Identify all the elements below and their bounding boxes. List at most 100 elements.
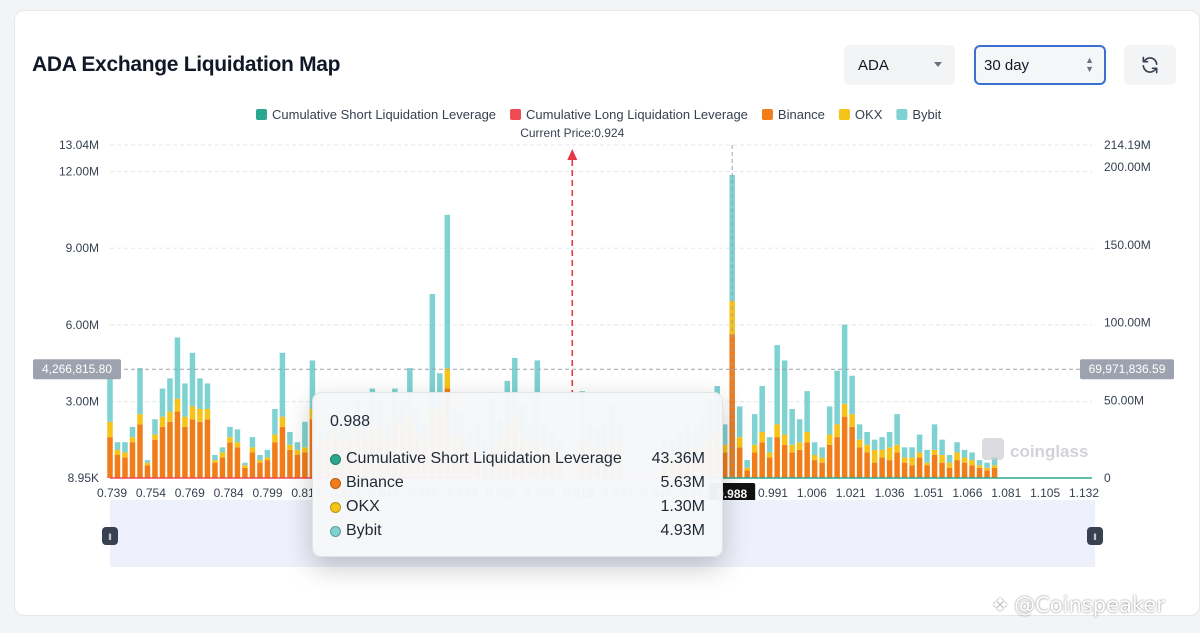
y-left-tick-label: 12.00M: [59, 165, 99, 179]
bybit-bar: [916, 434, 923, 453]
coin-select[interactable]: ADA: [844, 45, 955, 85]
okx-bar: [766, 452, 773, 458]
binance-bar: [954, 460, 960, 478]
binance-bar: [242, 467, 248, 478]
okx-bar: [916, 452, 923, 458]
x-tick-label: 0.739: [97, 486, 127, 500]
okx-bar: [886, 447, 893, 461]
okx-bar: [212, 460, 218, 463]
refresh-button[interactable]: [1124, 45, 1176, 85]
bybit-bar: [302, 421, 308, 448]
tooltip-row-label: Bybit: [346, 522, 382, 539]
binance-bar: [144, 465, 151, 478]
tooltip-price: 0.988: [330, 413, 371, 430]
okx-bar: [137, 414, 143, 425]
bybit-bar: [991, 457, 998, 466]
bybit-bar: [197, 378, 203, 410]
y-right-tick-label: 100.00M: [1104, 316, 1151, 330]
legend-item[interactable]: Cumulative Long Liquidation Leverage: [526, 107, 748, 122]
legend-item[interactable]: Cumulative Short Liquidation Leverage: [272, 107, 496, 122]
okx-bar: [721, 444, 728, 453]
binance-bar: [234, 447, 241, 478]
okx-bar: [249, 447, 256, 453]
tooltip-row-value: 43.36M: [651, 450, 705, 467]
crosshair-left-label: 4,266,815.80: [42, 362, 112, 376]
binance-bar: [287, 449, 293, 478]
okx-bar: [984, 467, 990, 471]
legend-item[interactable]: OKX: [855, 107, 883, 122]
binance-bar: [272, 442, 278, 478]
y-right-tick-label: 150.00M: [1104, 238, 1151, 252]
x-tick-label: 1.066: [952, 486, 982, 500]
bybit-bar: [272, 409, 278, 435]
okx-bar: [759, 432, 765, 443]
y-left-tick-label: 9.00M: [66, 241, 99, 255]
binance-bar: [886, 460, 893, 478]
binance-bar: [227, 442, 233, 478]
x-tick-label: 0.754: [136, 486, 166, 500]
period-select[interactable]: 30 day ▲ ▼: [974, 45, 1106, 85]
x-tick-label: 1.051: [913, 486, 943, 500]
x-tick-label: 0.769: [175, 486, 205, 500]
legend-item[interactable]: Binance: [778, 107, 825, 122]
binance-bar: [264, 460, 271, 478]
binance-bar: [924, 465, 930, 478]
pause-icon: ‖: [108, 532, 112, 542]
bybit-bar: [939, 439, 945, 456]
binance-bar: [182, 426, 188, 478]
updown-arrows-icon: ▲ ▼: [1085, 55, 1094, 74]
bybit-bar: [107, 368, 113, 422]
bybit-bar: [826, 406, 833, 435]
okx-bar: [834, 424, 840, 438]
okx-bar: [729, 300, 735, 335]
okx-bar: [744, 467, 750, 471]
okx-bar: [159, 416, 166, 427]
crosshair-right-label: 69,971,836.59: [1089, 362, 1166, 376]
legend-swatch: [838, 109, 850, 120]
bybit-bar: [781, 360, 788, 435]
binance-bar: [219, 457, 226, 478]
okx-bar: [841, 403, 848, 417]
okx-bar: [242, 465, 248, 468]
period-select-value: 30 day: [984, 56, 1030, 74]
bybit-bar: [227, 426, 233, 438]
x-tick-label: 0.799: [253, 486, 283, 500]
binance-bar: [796, 449, 803, 478]
binance-bar: [766, 457, 773, 478]
okx-bar: [444, 368, 451, 389]
tooltip-row-label: Binance: [346, 474, 404, 491]
bybit-bar: [849, 375, 855, 415]
binance-bar: [167, 421, 173, 478]
binance-bar: [249, 452, 256, 478]
binance-bar: [819, 462, 825, 478]
y-right-min-label: 0: [1104, 471, 1111, 485]
okx-bar: [849, 414, 855, 427]
binance-bar: [804, 442, 810, 478]
range-slider-handle-left[interactable]: [102, 527, 118, 545]
bybit-bar: [931, 424, 938, 450]
coin-select-value: ADA: [858, 56, 889, 74]
bybit-bar: [167, 378, 173, 412]
binance-bar: [721, 452, 728, 478]
bybit-bar: [736, 406, 743, 438]
okx-bar: [204, 409, 211, 420]
bybit-bar: [137, 368, 143, 415]
crosshair-x-label: 0.988: [717, 487, 747, 501]
okx-bar: [976, 465, 983, 468]
bybit-bar: [189, 352, 196, 407]
okx-bar: [751, 444, 758, 453]
binance-bar: [826, 444, 833, 478]
binance-bar: [774, 437, 780, 478]
tooltip-row-value: 5.63M: [660, 474, 705, 491]
okx-bar: [264, 457, 271, 461]
legend-item[interactable]: Bybit: [912, 107, 941, 122]
okx-bar: [864, 444, 870, 453]
okx-bar: [114, 449, 121, 456]
range-slider-handle-right[interactable]: [1087, 527, 1103, 545]
refresh-icon: [1142, 56, 1158, 74]
bybit-bar: [249, 437, 256, 448]
tooltip-row: Bybit 4.93M: [330, 519, 705, 543]
x-tick-label: 0.784: [214, 486, 244, 500]
binance-bar: [781, 444, 788, 478]
bybit-bar: [219, 447, 226, 453]
